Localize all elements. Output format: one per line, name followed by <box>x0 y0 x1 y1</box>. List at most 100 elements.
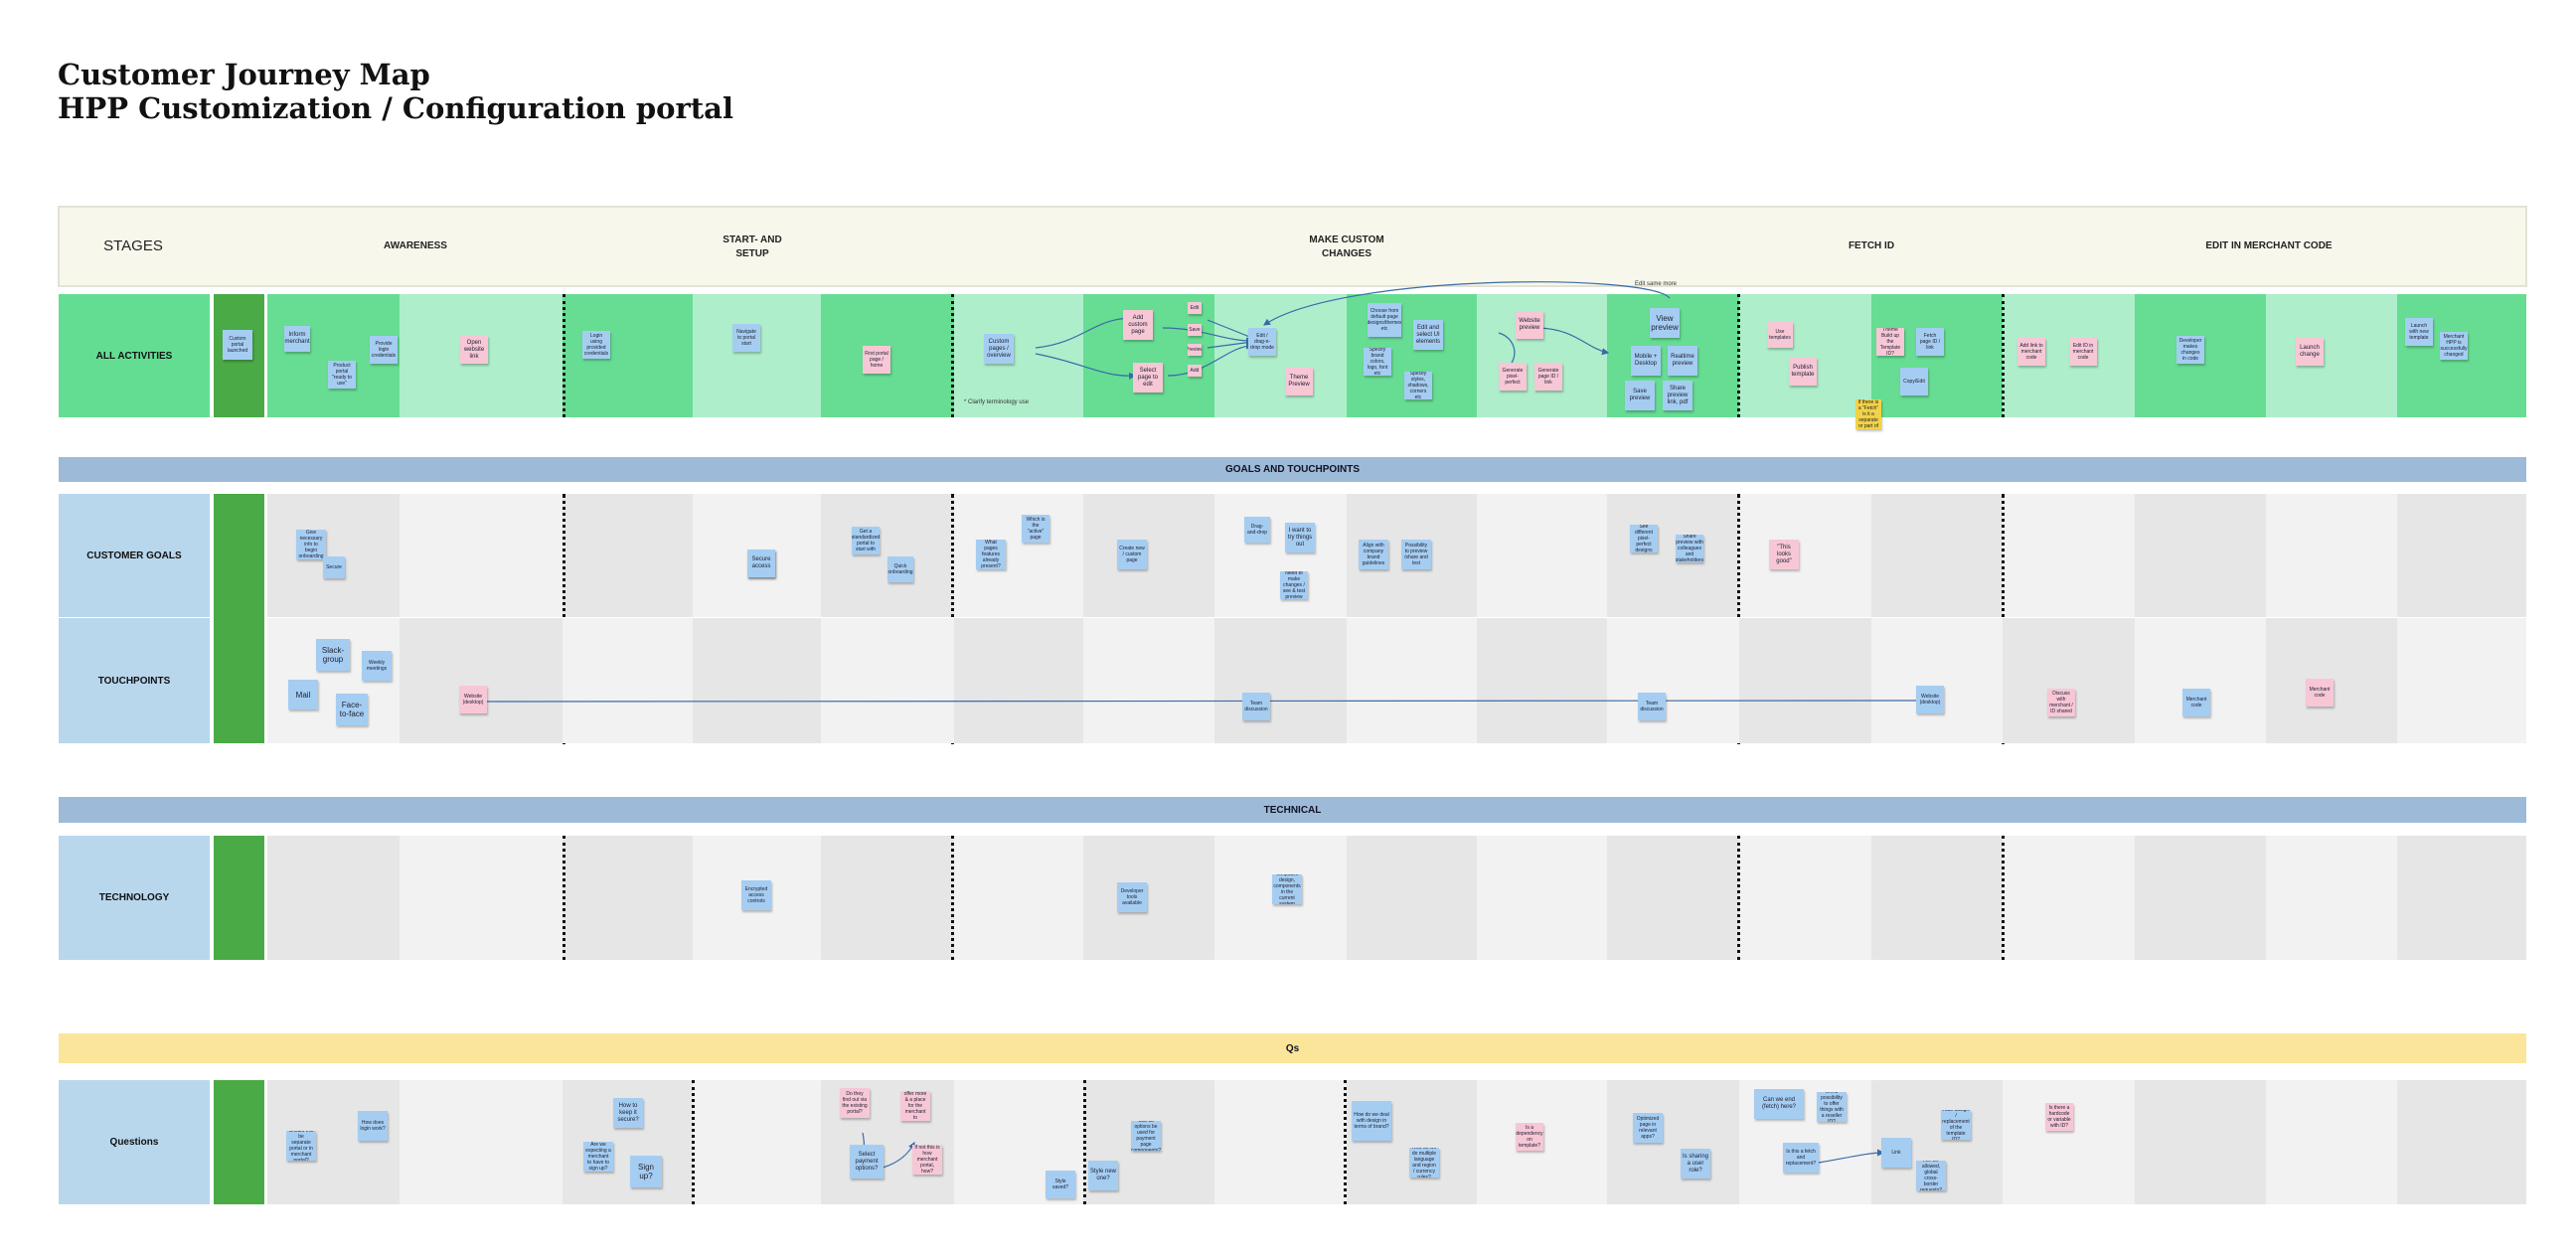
sticky-note[interactable]: Add custom page <box>1123 310 1153 340</box>
sticky-note[interactable]: Launch with new template <box>2405 318 2433 346</box>
sticky-note[interactable]: Realtime preview <box>1668 346 1697 376</box>
sticky-note[interactable]: Custom pages / overview <box>984 334 1014 364</box>
sticky-note[interactable]: I want to try things out <box>1285 523 1315 552</box>
sticky-note[interactable]: Edit and select UI elements <box>1413 320 1443 350</box>
sticky-note[interactable]: Merchant code <box>2182 689 2210 716</box>
sticky-note[interactable]: Weekly meetings <box>362 651 392 681</box>
sticky-note[interactable]: Align with company brand guidelines <box>1359 540 1388 569</box>
sticky-note[interactable]: Copy/Edit <box>1900 368 1928 395</box>
sticky-note[interactable]: Style new one? <box>1088 1161 1118 1190</box>
sticky-note[interactable]: Auto-assign / replacement of the templat… <box>1941 1110 1971 1140</box>
sticky-note[interactable]: Specify styles, shadows, corners etc <box>1404 372 1432 399</box>
sticky-note[interactable]: Fetch page ID / link <box>1916 328 1944 356</box>
sticky-note[interactable]: Slack-group <box>316 639 350 671</box>
sticky-note[interactable]: Can we end (fetch) here? <box>1754 1089 1804 1119</box>
sticky-note[interactable]: Link <box>1881 1138 1911 1168</box>
sticky-note[interactable]: Quick onboarding <box>887 556 913 582</box>
sticky-note[interactable]: Edit <box>1188 302 1202 314</box>
sticky-note[interactable]: Save preview <box>1625 381 1655 410</box>
sticky-note[interactable]: Generate page ID / link <box>1534 363 1562 391</box>
sticky-note[interactable]: Navigate to portal start <box>732 324 760 352</box>
sticky-note[interactable]: Style saved? <box>1046 1171 1075 1198</box>
sticky-note[interactable]: What pages features already present? <box>976 540 1006 569</box>
sticky-note[interactable]: Add link to merchant code <box>2017 338 2045 366</box>
sticky-note[interactable]: Provide login credentials <box>370 336 398 364</box>
sticky-note[interactable]: Website (desktop) <box>459 686 487 713</box>
sticky-note[interactable]: Discuss with merchant / ID shared <box>2047 689 2075 716</box>
sticky-note[interactable]: Get a standardized portal to start with <box>852 527 880 554</box>
sticky-note[interactable]: Should this be separate portal or in mer… <box>286 1131 316 1161</box>
stage-fetch-id[interactable]: FETCH ID <box>1848 240 1895 251</box>
stage-awareness[interactable]: AWARENESS <box>384 240 447 251</box>
sticky-note[interactable]: Secure access <box>747 550 775 577</box>
sticky-note[interactable]: How do we deal with design in terms of b… <box>1352 1101 1391 1141</box>
sticky-note[interactable]: How does login work? <box>358 1111 388 1141</box>
sticky-note[interactable]: Is this a fetch and replacement? <box>1783 1143 1819 1173</box>
stage-make-custom-changes[interactable]: MAKE CUSTOM CHANGES <box>1309 235 1384 259</box>
sticky-note[interactable]: Is sharing a user role? <box>1681 1149 1710 1178</box>
sticky-note[interactable]: "This looks good" <box>1769 540 1799 569</box>
sticky-note[interactable]: Secure <box>323 556 345 578</box>
sticky-note[interactable]: Add <box>1188 365 1202 377</box>
sticky-note[interactable]: Login using provided credentials <box>582 331 610 359</box>
sticky-note[interactable]: Merchant code <box>2306 679 2334 707</box>
sticky-note[interactable]: Website preview <box>1516 311 1543 339</box>
stage-edit-merchant-code[interactable]: EDIT IN MERCHANT CODE <box>2205 240 2333 251</box>
sticky-note[interactable]: Give necessary info to begin onboarding <box>296 530 326 559</box>
sticky-note[interactable]: Share preview link, pdf <box>1663 381 1692 410</box>
sticky-note[interactable]: Possibility to preview /share and test <box>1401 540 1431 569</box>
sticky-note[interactable]: Team discussion <box>1242 693 1270 720</box>
sticky-note[interactable]: If there is a "Fetch" is it a separate o… <box>1855 399 1881 429</box>
sticky-note[interactable]: Developer tools available <box>1117 882 1147 912</box>
sticky-note[interactable]: Face-to-face <box>336 694 368 725</box>
sticky-note[interactable]: Save <box>1188 324 1202 336</box>
sticky-note[interactable]: Templates design, components in the curr… <box>1272 874 1302 904</box>
sticky-note[interactable]: Launch change <box>2296 338 2324 366</box>
sticky-note[interactable]: Can all options be used for payment page… <box>1131 1121 1161 1151</box>
sticky-note[interactable]: Encrypted access controls <box>741 880 771 910</box>
sticky-note[interactable]: Theme Build up the Template ID? <box>1876 328 1904 356</box>
sticky-note[interactable]: Which is the "active" page <box>1022 515 1049 543</box>
sticky-note[interactable]: See different pixel-perfect designs <box>1630 525 1658 552</box>
sticky-note[interactable]: Mobile + Desktop <box>1631 346 1661 376</box>
sticky-note[interactable]: Select page to edit <box>1133 363 1163 393</box>
sticky-note[interactable]: Do they find out via the existing portal… <box>840 1088 870 1118</box>
sticky-note[interactable]: Edit ID in merchant code <box>2069 338 2097 366</box>
sticky-note[interactable]: Choose from default page designs/themes … <box>1368 303 1401 337</box>
sticky-note[interactable]: Optimized page in relevant apps? <box>1633 1113 1663 1143</box>
sticky-note[interactable]: Inform merchant <box>284 326 310 352</box>
sticky-note[interactable]: How do we do multiple language and regio… <box>1409 1148 1439 1178</box>
stage-start-setup[interactable]: START- AND SETUP <box>723 235 782 259</box>
sticky-note[interactable]: How to keep it secure? <box>613 1098 643 1128</box>
sticky-note[interactable]: Is there a hardcode or variable with ID? <box>2045 1103 2073 1131</box>
sticky-note[interactable]: Need to make changes / see & test previe… <box>1280 571 1308 599</box>
sticky-note[interactable]: Website (desktop) <box>1916 686 1944 713</box>
sticky-note[interactable]: Custom portal launched <box>223 330 252 360</box>
sticky-note[interactable]: Is it a possibility to offer things with… <box>1817 1092 1847 1122</box>
sticky-note[interactable]: Is a dependency on template? <box>1516 1123 1543 1151</box>
sticky-note[interactable]: Share preview with colleagues and stakeh… <box>1676 535 1703 562</box>
sticky-note[interactable]: Merchant HPP is successfully changed <box>2440 332 2468 360</box>
sticky-note[interactable]: Product portal "ready to use" <box>328 361 356 389</box>
sticky-note[interactable]: Sign up? <box>630 1156 662 1187</box>
sticky-note[interactable]: Publish template <box>1789 358 1817 386</box>
sticky-note[interactable]: Open website link <box>460 336 488 364</box>
sticky-note[interactable]: Use templates <box>1767 322 1793 348</box>
sticky-note[interactable]: Would we offer more & a place for the me… <box>900 1091 930 1121</box>
sticky-note[interactable]: Are we allowed, global cross-border requ… <box>1916 1161 1946 1190</box>
sticky-note[interactable]: Are we expecting a merchant to have to s… <box>583 1142 613 1172</box>
sticky-note[interactable]: Team discussion <box>1638 693 1666 720</box>
sticky-note[interactable]: Edit / drag-n-drop mode <box>1248 328 1276 356</box>
sticky-note[interactable]: View preview <box>1650 308 1680 338</box>
sticky-note[interactable]: Theme Preview <box>1285 368 1313 395</box>
sticky-note[interactable]: Drag-and-drop <box>1244 517 1270 543</box>
sticky-note[interactable]: First portal page / home <box>863 346 890 374</box>
sticky-note[interactable]: Developer makes changes in code <box>2176 336 2204 364</box>
sticky-note[interactable]: If not this is how merchant portal, how? <box>912 1145 942 1175</box>
sticky-note[interactable]: Create new / custom page <box>1117 540 1147 569</box>
sticky-note[interactable]: Generate pixel-perfect <box>1499 363 1527 391</box>
sticky-note[interactable]: Select payment options? <box>850 1145 884 1178</box>
sticky-note[interactable]: Specify brand colors, logo, font etc <box>1364 348 1391 376</box>
sticky-note[interactable]: Preview <box>1188 344 1202 356</box>
sticky-note[interactable]: Mail <box>288 680 318 709</box>
